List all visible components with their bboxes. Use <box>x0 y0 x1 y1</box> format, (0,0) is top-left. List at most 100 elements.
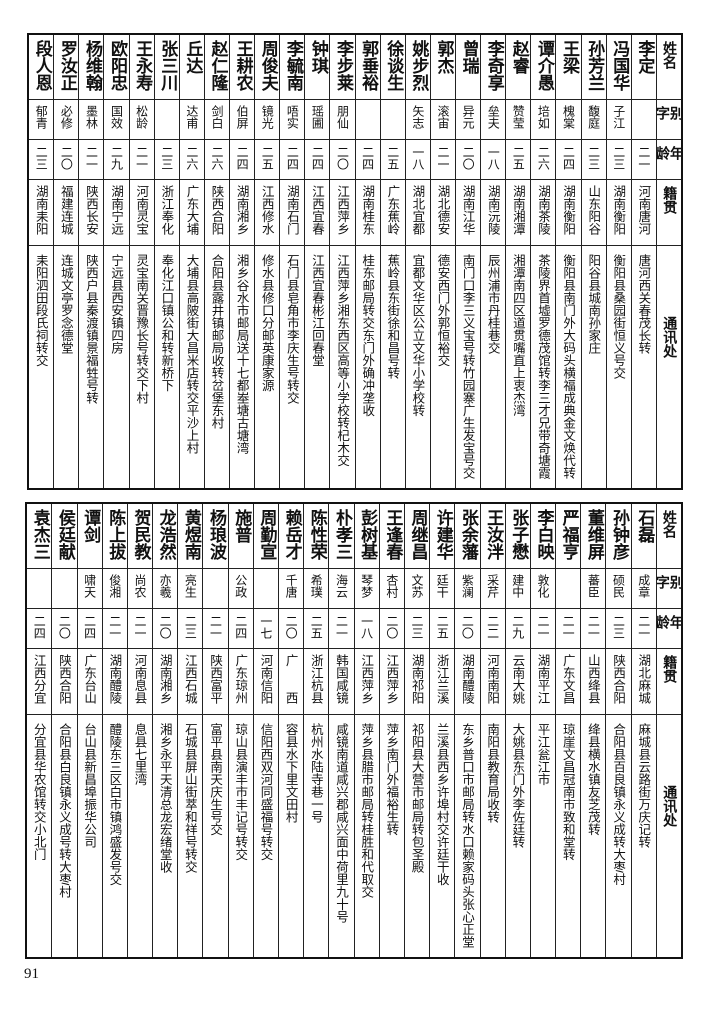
person-age: 二九 <box>104 140 129 180</box>
person-alias: 矢志 <box>405 100 430 140</box>
person-name: 王汝泮 <box>480 504 505 569</box>
person-alias: 采芹 <box>480 569 505 609</box>
person-name: 王梁 <box>556 35 581 100</box>
person-age: 二三 <box>178 609 203 649</box>
person-alias: 建中 <box>505 569 530 609</box>
person-name: 杨琅波 <box>203 504 228 569</box>
person-alias: 垒夫 <box>481 100 506 140</box>
person-native: 广东大埔 <box>179 180 204 246</box>
person-age: 二一 <box>556 609 581 649</box>
person-native: 河南息县 <box>127 649 153 715</box>
person-alias: 公政 <box>228 569 253 609</box>
person-record: 许建华 廷干 二五 浙江兰溪 兰溪县西乡许埠村交许廷干收 <box>429 504 455 957</box>
person-address: 宁远县西安镇四房 <box>109 254 125 354</box>
person-age: 二一 <box>530 609 556 649</box>
person-native: 湖南茶陵 <box>531 180 556 246</box>
person-native: 广东蕉岭 <box>380 180 405 246</box>
person-native: 广东琼州 <box>228 649 253 715</box>
person-native: 湖南祁阳 <box>404 649 430 715</box>
person-name: 李步莱 <box>330 35 355 100</box>
person-age: 二〇 <box>153 609 178 649</box>
person-name: 郭杰 <box>430 35 456 100</box>
person-age: 二〇 <box>330 140 355 180</box>
person-native: 江西萍乡 <box>330 180 355 246</box>
person-address: 茶陵界首墟罗德茂馆转李三才兄带奇塘霞 <box>535 254 551 479</box>
header-native: 籍贯 <box>656 180 681 246</box>
person-age: 一七 <box>253 609 278 649</box>
person-alias <box>203 569 228 609</box>
person-alias <box>355 100 380 140</box>
person-age: 二一 <box>129 140 154 180</box>
person-age: 二〇 <box>54 140 79 180</box>
person-alias: 廷干 <box>430 569 455 609</box>
person-alias: 国效 <box>104 100 129 140</box>
person-native: 江西石城 <box>178 649 203 715</box>
person-record: 李毓南 唔实 二四 湖南石门 石门县皂角市李庆生号转交 <box>279 35 305 488</box>
person-age: 二〇 <box>279 609 304 649</box>
person-alias: 达甫 <box>179 100 204 140</box>
person-native: 湖南湘乡 <box>153 649 178 715</box>
person-address: 富平县南天庆生号交 <box>208 723 224 836</box>
roster-table-top: 姓名 别字 年龄 籍贯 通讯处 李定 二一 河南唐河 唐河西关春茂长转 冯国华 子江 二三 湖南衡阳 衡阳… <box>27 33 683 490</box>
person-native: 河南唐河 <box>631 180 656 246</box>
person-alias: 必修 <box>54 100 79 140</box>
person-record: 赖岳才 千唐 二〇广 西容县水下里文田村 <box>278 504 304 957</box>
person-age: 二三 <box>29 140 54 180</box>
person-address: 南门口李三义宝号转竹园寨广生发宝号交 <box>460 254 476 479</box>
person-record: 李白映 敦化 二一 湖南平江 平江瓮江市 <box>529 504 556 957</box>
person-alias: 亮生 <box>178 569 203 609</box>
header-address: 通讯处 <box>661 785 678 827</box>
person-name: 姚步烈 <box>405 35 430 100</box>
page-number: 91 <box>24 966 39 982</box>
person-name: 徐谈生 <box>380 35 405 100</box>
person-age: 二一 <box>329 609 354 649</box>
person-native: 浙江兰溪 <box>430 649 455 715</box>
person-native: 福建连城 <box>54 180 79 246</box>
person-native: 河南灵宝 <box>129 180 154 246</box>
person-age: 二一 <box>127 609 153 649</box>
person-age: 二四 <box>556 140 581 180</box>
person-address: 信阳西双河同盛福号转交 <box>258 723 274 861</box>
person-native: 湖南桂东 <box>355 180 380 246</box>
header-native: 籍贯 <box>656 649 681 715</box>
header-address: 通讯处 <box>661 316 678 358</box>
person-name: 龙浩然 <box>153 504 178 569</box>
person-age: 二三 <box>404 609 430 649</box>
person-alias: 成章 <box>631 569 656 609</box>
person-native: 陕西长安 <box>79 180 104 246</box>
person-record: 赵睿 赞莹 二五 湖南湘潭 湘潭南四区道贯嘴直上衷杰湾 <box>505 35 531 488</box>
person-native: 湖南宁远 <box>104 180 129 246</box>
person-address: 分宜县华农馆转交小北门 <box>31 723 47 861</box>
person-record: 孙芳兰 馥庭 二三 山东阳谷 阳谷县城南孙家庄 <box>580 35 606 488</box>
person-record: 石磊 成章 二一 湖北麻城 麻城县云路街万庆记转 <box>630 504 656 957</box>
person-record: 张子懋 建中 二九 云南大姚 大姚县东门外李佐廷转 <box>504 504 530 957</box>
person-record: 黄煜南 亮生 二三 江西石城 石城县屏山街萃和祥号转交 <box>177 504 203 957</box>
person-address: 绛县横水镇友芝茂转 <box>585 723 601 836</box>
person-age: 二五 <box>255 140 280 180</box>
person-native: 湖北宜都 <box>405 180 430 246</box>
person-native: 江西宜春 <box>305 180 330 246</box>
person-alias: 瑶圃 <box>305 100 330 140</box>
person-name: 王逢春 <box>379 504 404 569</box>
person-address: 江西萍乡湘东西区高等小学校转杞木交 <box>335 254 351 467</box>
person-name: 欧阳忠 <box>104 35 129 100</box>
person-alias: 异元 <box>456 100 481 140</box>
person-alias: 希璞 <box>304 569 329 609</box>
person-address: 合阳县百良镇永义成转大枣村 <box>611 723 627 886</box>
person-address: 琼崖文昌冠南市致和堂转 <box>560 723 576 861</box>
person-address: 兰溪县西乡许埠村交许廷干收 <box>434 723 450 886</box>
person-record: 杨维翰 墨林 二一 陕西长安 陕西户县秦渡镇景福甡号转 <box>78 35 104 488</box>
person-alias: 蕃臣 <box>581 569 606 609</box>
person-age: 二四 <box>228 609 253 649</box>
person-age: 二五 <box>380 140 405 180</box>
person-record: 郭垂裕 二四 湖南桂东 桂东邮局转交东门外确冲垄收 <box>354 35 380 488</box>
person-age: 二五 <box>506 140 531 180</box>
person-native: 湖北德安 <box>430 180 456 246</box>
person-native: 湖南湘潭 <box>506 180 531 246</box>
header-column: 姓名 别字 年龄 籍贯 通讯处 <box>655 504 681 957</box>
person-native: 浙江杭县 <box>304 649 329 715</box>
person-alias: 尚农 <box>127 569 153 609</box>
person-name: 李白映 <box>530 504 556 569</box>
person-alias: 剑白 <box>204 100 230 140</box>
person-age: 二五 <box>304 609 329 649</box>
